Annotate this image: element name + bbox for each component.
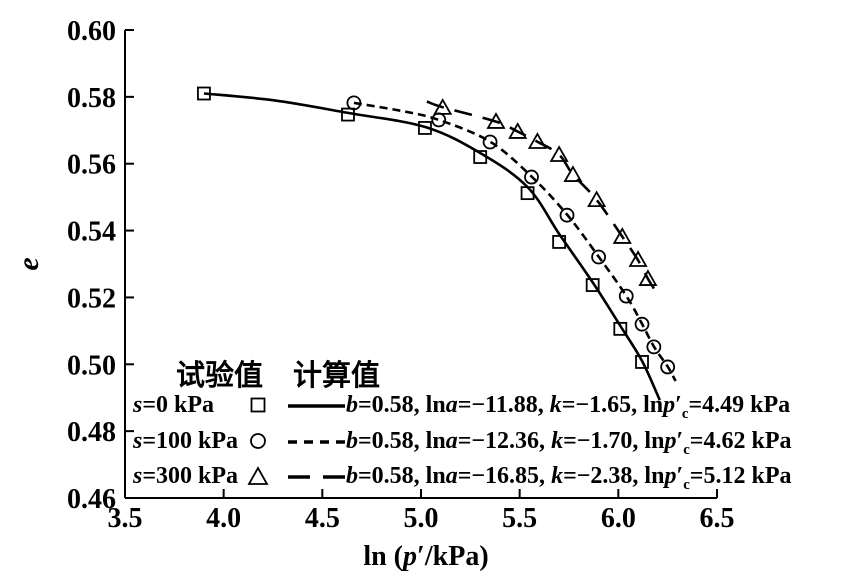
square-marker — [613, 321, 628, 336]
circle-marker — [634, 316, 650, 332]
circle-marker — [646, 339, 662, 355]
x-tick-label: 6.0 — [601, 503, 636, 534]
fitted-curve-s100 — [353, 101, 677, 382]
circle-marker — [591, 249, 606, 265]
y-tick-label: 0.46 — [67, 484, 116, 515]
fitted-curve-s300 — [426, 100, 657, 293]
y-axis-title: e — [12, 257, 45, 270]
circle-marker — [660, 359, 676, 375]
x-tick-label: 3.5 — [108, 503, 143, 534]
circle-marker — [431, 112, 447, 128]
triangle-marker — [587, 190, 607, 208]
y-tick-label: 0.56 — [67, 150, 116, 181]
square-marker — [341, 107, 355, 122]
circle-marker — [618, 288, 634, 304]
triangle-marker — [508, 122, 528, 139]
tick-labels: 0.60 0.58 0.56 0.54 0.52 0.50 0.48 0.463.5 4.0 4.… — [67, 16, 735, 534]
axes — [124, 29, 718, 499]
x-tick-label: 5.0 — [404, 503, 439, 534]
y-tick-label: 0.58 — [67, 83, 116, 114]
triangle-marker — [628, 250, 648, 267]
square-marker — [197, 86, 211, 101]
square-marker — [635, 355, 649, 369]
y-tick-label: 0.54 — [67, 217, 116, 248]
x-tick-label: 6.5 — [700, 503, 735, 534]
square-marker — [418, 121, 432, 135]
square-marker — [520, 186, 535, 201]
x-tick-label: 4.0 — [206, 503, 241, 534]
triangle-marker — [549, 145, 569, 162]
y-tick-label: 0.52 — [67, 283, 116, 314]
triangle-marker — [486, 112, 506, 129]
y-tick-label: 0.48 — [67, 417, 116, 448]
y-tick-label: 0.60 — [67, 16, 116, 47]
x-axis-title: ln (p′/kPa) — [363, 541, 488, 572]
square-marker — [552, 235, 567, 249]
circle-marker — [482, 134, 498, 150]
triangle-marker — [433, 98, 453, 115]
circle-marker — [346, 95, 362, 111]
circle-marker — [524, 169, 539, 185]
square-marker — [473, 150, 488, 164]
series-s300 — [426, 98, 658, 293]
series-s100 — [346, 95, 677, 382]
square-marker — [585, 278, 600, 292]
y-tick-label: 0.50 — [67, 350, 116, 381]
triangle-marker — [563, 165, 583, 182]
triangle-marker — [527, 132, 547, 149]
series-s0 — [197, 86, 661, 401]
x-tick-label: 5.5 — [502, 503, 537, 534]
circle-marker — [559, 207, 575, 223]
triangle-marker — [612, 227, 632, 244]
x-tick-label: 4.5 — [305, 503, 340, 534]
triangle-marker — [638, 269, 658, 286]
